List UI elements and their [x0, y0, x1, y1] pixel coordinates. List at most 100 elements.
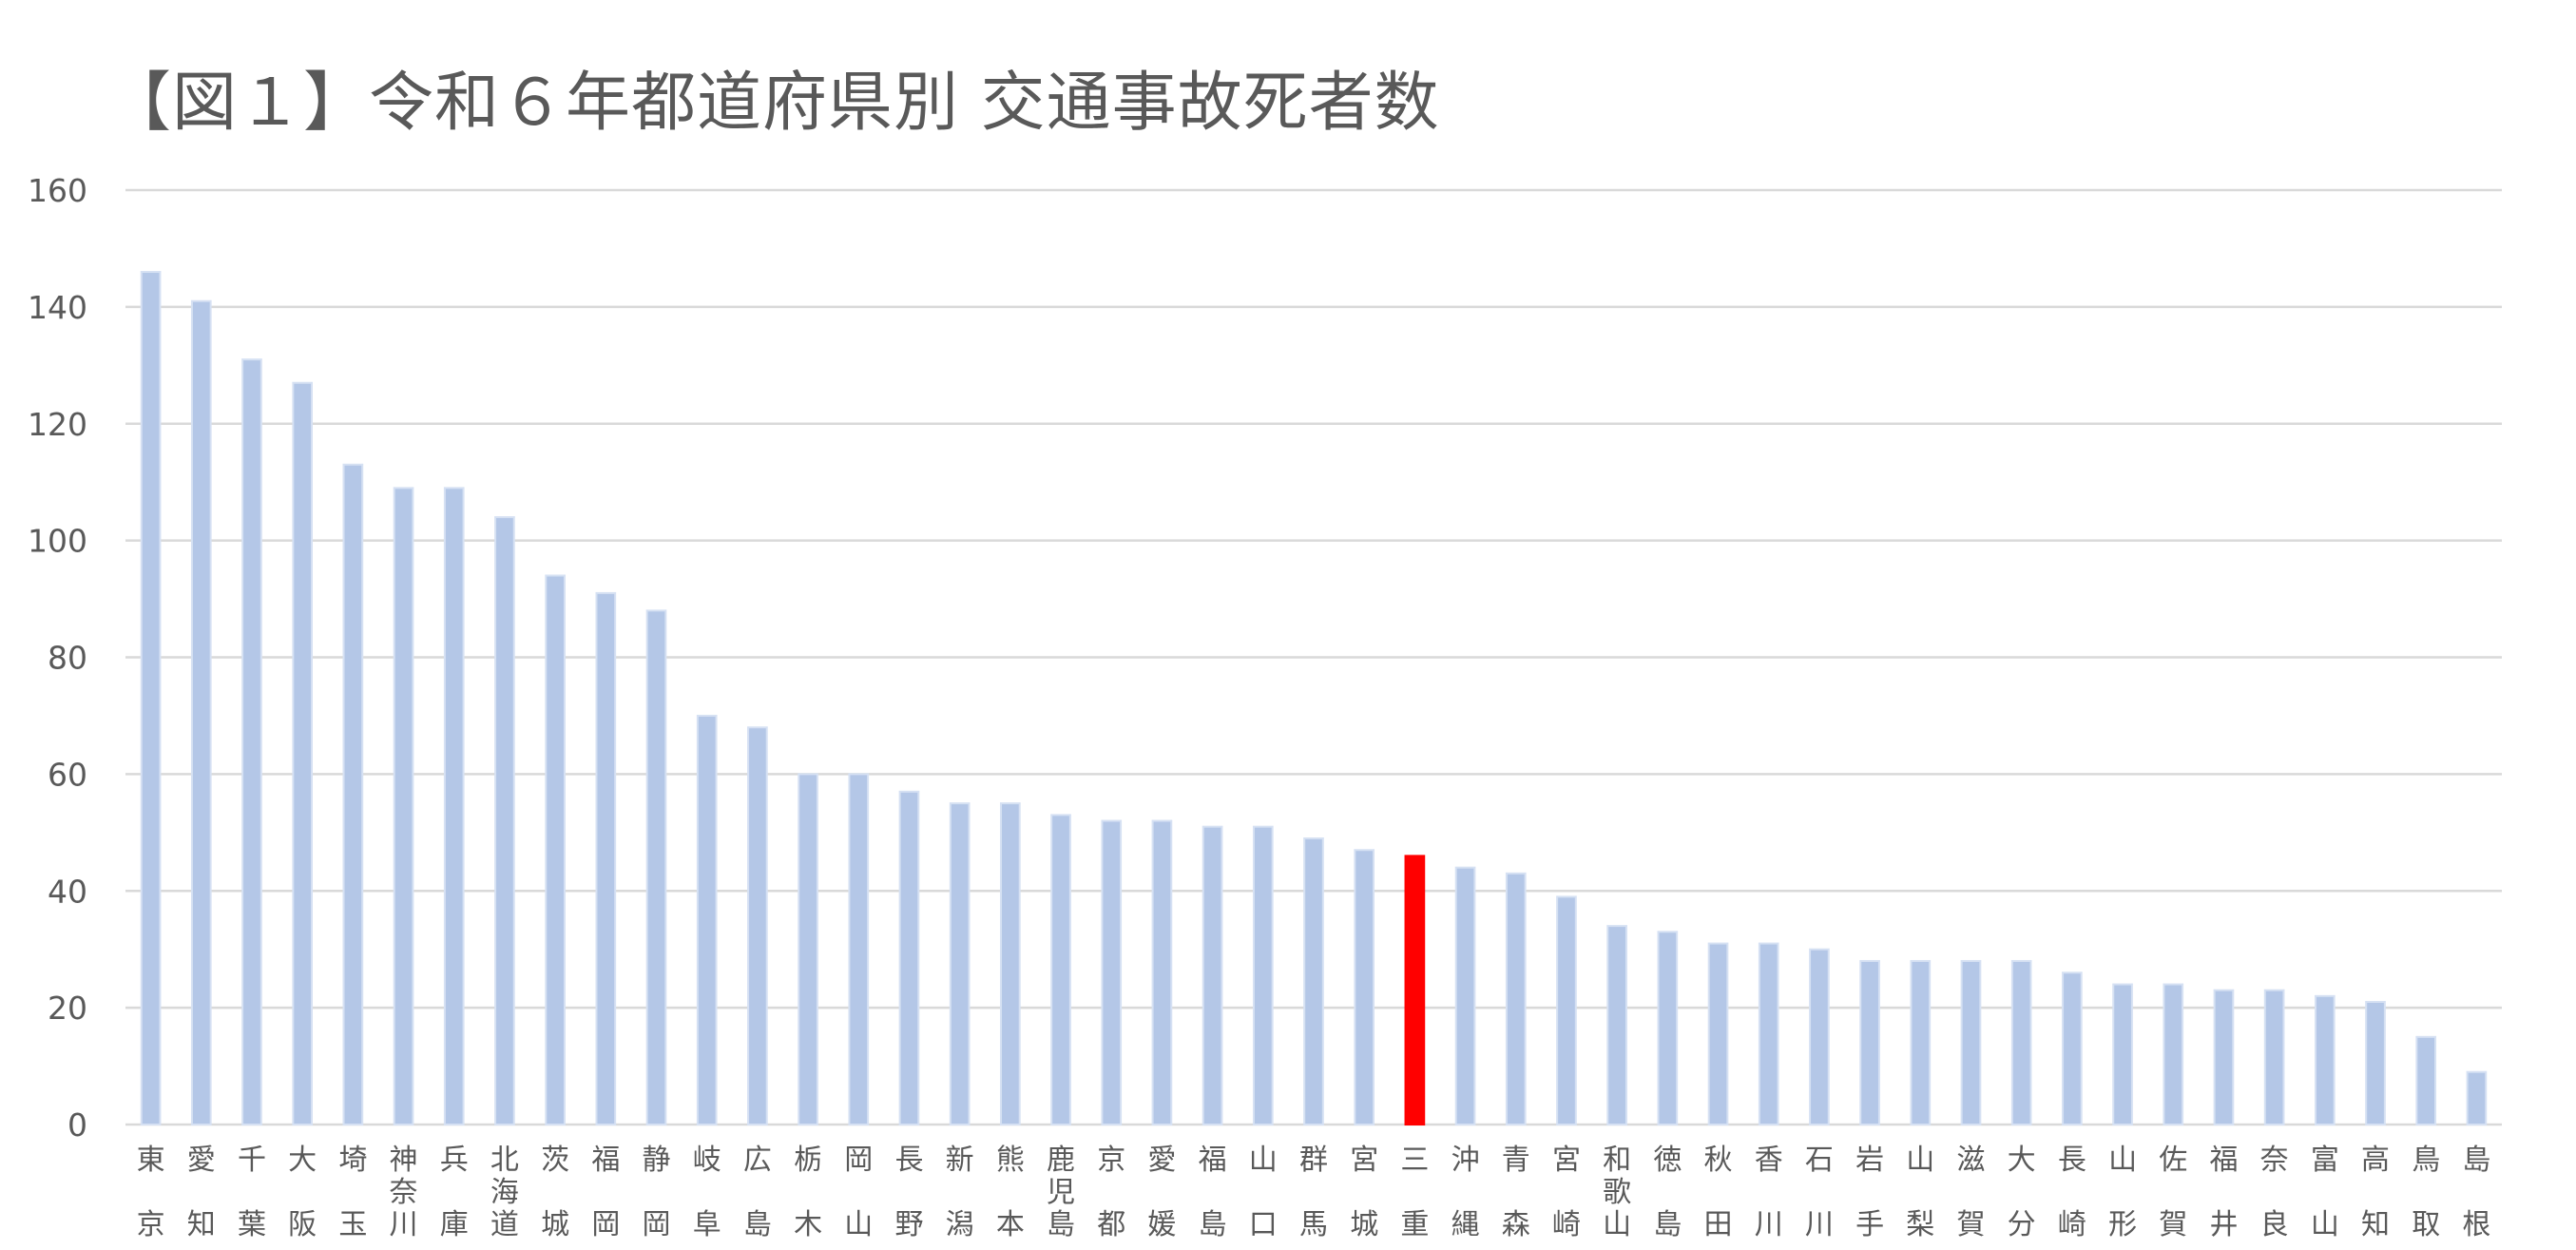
x-tick-char: 縄: [1451, 1208, 1480, 1241]
x-tick-char: 新: [946, 1144, 974, 1177]
x-tick-label: 岡山: [844, 1144, 873, 1241]
x-tick-label: 東京: [137, 1144, 165, 1241]
x-tick-char: 島: [1653, 1208, 1682, 1241]
bar: [190, 299, 212, 1125]
bar: [2263, 989, 2285, 1125]
bar: [2314, 994, 2336, 1126]
x-tick-char: 佐: [2159, 1144, 2187, 1177]
bar: [2163, 983, 2184, 1126]
x-tick-char: 賀: [2159, 1208, 2187, 1241]
x-tick-char: 奈: [2260, 1144, 2289, 1177]
bar: [140, 271, 162, 1125]
x-tick-char: 島: [743, 1208, 772, 1241]
x-tick-char: 根: [2462, 1208, 2490, 1241]
x-tick-char: 島: [1047, 1208, 1075, 1241]
x-tick-char: 大: [288, 1144, 317, 1177]
x-tick-label: 岩手: [1855, 1144, 1884, 1241]
y-tick-label: 100: [28, 523, 87, 560]
x-tick-char: 群: [1299, 1144, 1328, 1177]
x-tick-char: 賀: [1956, 1208, 1985, 1241]
x-tick-label: 岐阜: [693, 1144, 721, 1241]
x-tick-label: 大阪: [288, 1144, 317, 1241]
bar: [747, 726, 768, 1125]
x-tick-char: 井: [2209, 1208, 2238, 1241]
x-tick-label: 愛知: [187, 1144, 216, 1241]
x-tick-char: 山: [2311, 1208, 2339, 1241]
x-tick-label: 滋賀: [1956, 1144, 1985, 1241]
bar: [2112, 983, 2133, 1126]
bar: [2466, 1070, 2488, 1126]
bar: [1151, 819, 1173, 1126]
x-tick-label: 長野: [894, 1144, 923, 1241]
bar: [1454, 866, 1476, 1125]
x-tick-char: 取: [2412, 1208, 2440, 1241]
x-tick-char: 長: [2058, 1144, 2086, 1177]
x-tick-char: 知: [2361, 1208, 2390, 1241]
x-tick-char: 阪: [288, 1208, 317, 1241]
x-tick-char: 千: [238, 1144, 266, 1177]
x-tick-label: 愛媛: [1147, 1144, 1176, 1241]
bar: [1910, 959, 1932, 1125]
x-tick-label: 沖縄: [1451, 1144, 1480, 1241]
x-tick-char: 葉: [238, 1208, 266, 1241]
x-tick-char: 長: [894, 1144, 923, 1177]
x-tick-char: 愛: [187, 1144, 216, 1177]
x-tick-char: 茨: [541, 1144, 569, 1177]
x-tick-label: 群馬: [1299, 1144, 1328, 1241]
x-tick-char: 野: [894, 1208, 923, 1241]
bar: [2365, 1000, 2386, 1125]
x-tick-char: 福: [2209, 1144, 2238, 1177]
bar: [1809, 948, 1830, 1125]
x-tick-label: 熊本: [996, 1144, 1025, 1241]
x-tick-char: 岡: [643, 1208, 671, 1241]
x-tick-char: 玉: [338, 1208, 367, 1241]
x-tick-char: 崎: [1552, 1208, 1581, 1241]
bar: [645, 609, 667, 1125]
x-tick-char: 山: [1906, 1144, 1934, 1177]
x-tick-char: 神: [390, 1144, 418, 1177]
x-tick-char: 島: [2462, 1144, 2490, 1177]
x-tick-label: 秋田: [1704, 1144, 1733, 1241]
x-tick-char: 田: [1704, 1208, 1733, 1241]
bar: [848, 773, 870, 1125]
x-tick-char: 分: [2008, 1208, 2036, 1241]
chart-title: 【図１】令和６年都道府県別 交通事故死者数: [106, 66, 1440, 141]
x-tick-label: 徳島: [1653, 1144, 1682, 1241]
y-tick-label: 140: [28, 289, 87, 326]
bar-highlight: [1404, 855, 1426, 1125]
x-tick-label: 高知: [2361, 1144, 2390, 1241]
x-tick-label: 千葉: [238, 1144, 266, 1241]
x-tick-char: 潟: [946, 1208, 974, 1241]
x-tick-char: 秋: [1704, 1144, 1733, 1177]
bar: [1050, 814, 1071, 1125]
y-tick-label: 20: [48, 990, 87, 1027]
y-tick-label: 80: [48, 640, 87, 677]
x-tick-char: 奈: [390, 1176, 418, 1209]
x-tick-char: 宮: [1552, 1144, 1581, 1177]
bar: [2062, 971, 2083, 1126]
x-tick-char: 宮: [1350, 1144, 1378, 1177]
x-tick-label: 長崎: [2058, 1144, 2086, 1241]
x-tick-char: 京: [137, 1208, 165, 1241]
bar: [898, 790, 920, 1126]
x-tick-label: 北海道: [490, 1144, 519, 1241]
y-tick-label: 60: [48, 756, 87, 793]
x-tick-label: 宮崎: [1552, 1144, 1581, 1241]
x-tick-char: 東: [137, 1144, 165, 1177]
x-tick-char: 良: [2260, 1208, 2289, 1241]
bar: [949, 802, 971, 1125]
x-tick-char: 滋: [1956, 1144, 1985, 1177]
bar: [1000, 802, 1021, 1125]
x-tick-char: 城: [541, 1208, 569, 1241]
bar: [1657, 931, 1679, 1125]
bar: [1758, 942, 1779, 1126]
x-tick-char: 海: [490, 1176, 519, 1209]
x-tick-char: 埼: [338, 1144, 367, 1177]
x-tick-label: 鳥取: [2412, 1144, 2440, 1241]
x-tick-char: 岩: [1855, 1144, 1884, 1177]
x-tick-label: 奈良: [2260, 1144, 2289, 1241]
x-tick-char: 鹿: [1047, 1144, 1075, 1177]
x-tick-char: 城: [1350, 1208, 1378, 1241]
x-tick-char: 高: [2361, 1144, 2390, 1177]
x-tick-char: 庫: [440, 1208, 469, 1241]
